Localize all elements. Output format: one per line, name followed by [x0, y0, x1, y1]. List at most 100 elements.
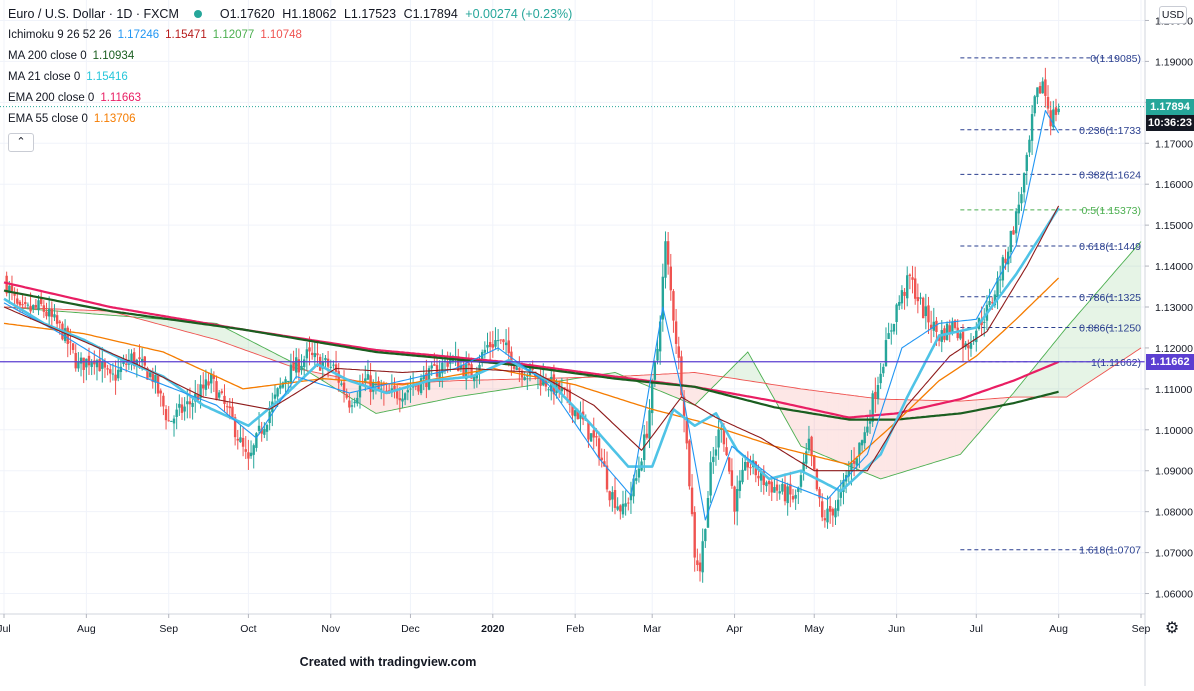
candle-body	[731, 470, 733, 486]
candle-body	[786, 486, 788, 503]
candle-body	[51, 309, 53, 317]
time-tick-label: Jun	[888, 623, 905, 635]
candle-body	[106, 368, 108, 369]
candle-body	[247, 452, 249, 458]
price-tick-label: 1.10000	[1155, 425, 1193, 437]
candle-body	[874, 392, 876, 399]
candle-body	[547, 389, 549, 390]
candle-body	[149, 372, 151, 377]
candle-body	[221, 391, 223, 393]
candle-body	[497, 340, 499, 341]
bar-countdown-tag: 10:36:23	[1146, 115, 1194, 131]
ohlc-values: O1.17620 H1.18062 L1.17523 C1.17894 +0.0…	[220, 7, 576, 21]
collapse-legend-button[interactable]: ⌃	[8, 133, 34, 152]
candle-body	[736, 489, 738, 511]
candle-body	[356, 398, 358, 404]
candle-body	[231, 407, 233, 418]
candle-body	[183, 407, 185, 412]
candle-body	[433, 364, 435, 366]
fib-level-label: 0.236(1.1733	[1079, 125, 1141, 137]
candle-body	[895, 305, 897, 322]
time-tick-label: Apr	[726, 623, 743, 635]
candle-body	[871, 393, 873, 422]
candle-body	[906, 275, 908, 298]
candle-body	[69, 342, 71, 343]
candle-body	[274, 395, 276, 399]
candle-body	[901, 290, 903, 303]
candle-body	[664, 241, 666, 278]
candle-body	[946, 324, 948, 340]
cloud-segment	[822, 392, 827, 457]
candle-body	[237, 439, 239, 441]
candle-body	[768, 481, 770, 484]
time-tick-label: Oct	[240, 623, 256, 635]
candle-body	[1039, 86, 1041, 93]
currency-button[interactable]: USD	[1159, 6, 1187, 24]
candle-body	[109, 369, 111, 373]
candle-body	[694, 512, 696, 557]
cloud-segment	[817, 391, 822, 455]
candle-body	[975, 331, 977, 342]
candle-body	[608, 491, 610, 500]
indicator-label: Ichimoku 9 26 52 26	[8, 29, 112, 41]
candle-body	[380, 389, 382, 390]
candle-body	[162, 396, 164, 407]
symbol-title[interactable]: Euro / U.S. Dollar · 1D · FXCM	[8, 7, 179, 21]
ohlc-close: C1.17894	[404, 7, 458, 21]
cloud-segment	[456, 381, 461, 398]
cloud-segment	[944, 401, 949, 460]
cloud-segment	[503, 379, 508, 389]
gear-icon[interactable]: ⚙	[1163, 620, 1181, 638]
candle-body	[500, 339, 502, 340]
candle-body	[311, 353, 313, 355]
candle-body	[701, 541, 703, 572]
candle-body	[648, 410, 650, 438]
fib-level-label: 1(1.11662)	[1091, 357, 1141, 369]
cloud-segment	[801, 389, 806, 448]
price-tick-label: 1.13000	[1155, 302, 1193, 314]
time-tick-label: Jul	[0, 623, 11, 635]
candle-body	[367, 374, 369, 380]
cloud-segment	[1072, 315, 1077, 393]
cloud-segment	[1056, 334, 1061, 397]
candle-body	[1020, 194, 1022, 203]
candle-body	[667, 241, 669, 264]
candle-body	[215, 381, 217, 400]
candle-body	[622, 504, 624, 515]
candle-body	[59, 322, 61, 324]
candle-body	[473, 377, 475, 381]
price-tick-label: 1.19000	[1155, 56, 1193, 68]
candle-body	[205, 379, 207, 389]
candle-body	[181, 404, 183, 412]
cloud-segment	[1040, 354, 1045, 397]
time-tick-label: 2020	[481, 623, 505, 635]
candle-body	[295, 357, 297, 372]
fib-level-label: 0.5(1.15373)	[1081, 205, 1141, 217]
candle-body	[988, 301, 990, 305]
candle-body	[715, 449, 717, 455]
candle-body	[523, 377, 525, 380]
candle-body	[627, 503, 629, 504]
time-tick-label: Feb	[566, 623, 584, 635]
cloud-segment	[1067, 321, 1072, 397]
attribution-text: Created with tradingview.com	[0, 655, 776, 669]
price-tick-label: 1.14000	[1155, 261, 1193, 273]
candle-body	[290, 365, 292, 384]
candle-body	[29, 306, 31, 312]
candle-body	[776, 485, 778, 491]
candle-body	[917, 297, 919, 301]
candle-body	[1010, 231, 1012, 252]
candle-body	[1031, 114, 1033, 141]
candle-body	[202, 385, 204, 389]
candle-body	[191, 403, 193, 407]
hline-price-tag: 1.11662	[1146, 354, 1194, 370]
fib-level-label: 0.786(1.1325	[1079, 292, 1141, 304]
candle-body	[359, 386, 361, 398]
candle-body	[717, 429, 719, 447]
candle-body	[1012, 230, 1014, 234]
